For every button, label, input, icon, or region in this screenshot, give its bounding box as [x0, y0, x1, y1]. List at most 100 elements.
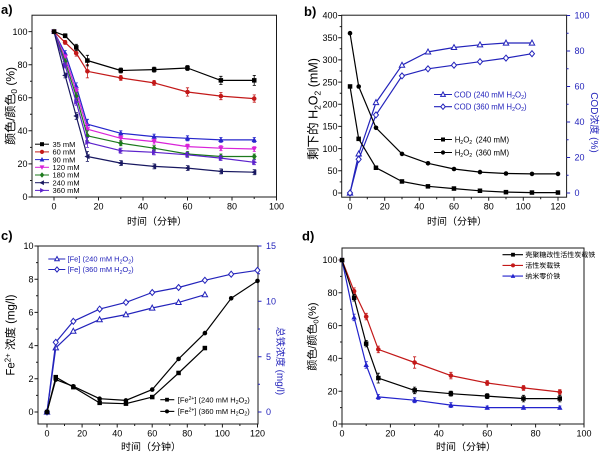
svg-text:2: 2 [521, 107, 524, 113]
svg-text:100: 100 [12, 27, 27, 37]
svg-text:O: O [122, 265, 128, 274]
svg-text:40: 40 [327, 354, 337, 364]
svg-text:[Fe: [Fe [178, 395, 189, 404]
svg-text:350: 350 [322, 33, 337, 43]
svg-text:): ) [247, 407, 250, 416]
svg-text:/: / [4, 117, 18, 121]
svg-text:0: 0 [22, 192, 27, 202]
svg-text:120: 120 [250, 429, 265, 439]
svg-text:80: 80 [327, 288, 337, 298]
svg-text:H: H [307, 110, 321, 123]
svg-text:0: 0 [311, 319, 320, 323]
svg-text:120 mM: 120 mM [53, 163, 80, 172]
svg-text:40: 40 [112, 429, 122, 439]
svg-text:O: O [515, 103, 521, 112]
svg-text:60: 60 [182, 202, 192, 212]
svg-text:100: 100 [322, 255, 337, 265]
svg-text:a): a) [1, 2, 13, 17]
svg-text:): ) [524, 90, 527, 99]
svg-text:O: O [463, 135, 469, 144]
svg-text:COD (360 mM H: COD (360 mM H [454, 103, 512, 112]
svg-text:0: 0 [28, 407, 33, 417]
svg-text:c): c) [1, 228, 13, 243]
svg-text:0: 0 [339, 429, 344, 439]
svg-text:80: 80 [531, 429, 541, 439]
svg-text:0: 0 [332, 188, 337, 198]
svg-text:2+: 2+ [189, 408, 195, 414]
svg-text:0: 0 [10, 89, 19, 94]
svg-text:O: O [463, 148, 469, 157]
svg-text:5: 5 [266, 352, 271, 362]
svg-text:2: 2 [236, 412, 239, 418]
svg-text:O: O [307, 95, 321, 105]
svg-text:60 mM: 60 mM [53, 148, 76, 157]
svg-text:8: 8 [28, 274, 33, 284]
svg-text:100: 100 [516, 202, 531, 212]
svg-text:40: 40 [138, 202, 148, 212]
svg-text:300: 300 [322, 55, 337, 65]
svg-text:2: 2 [460, 140, 463, 146]
svg-text:(mg/l): (mg/l) [274, 367, 285, 395]
svg-text:2: 2 [128, 270, 131, 276]
svg-text:360 mM: 360 mM [53, 186, 80, 195]
svg-text:20: 20 [93, 202, 103, 212]
svg-text:80: 80 [227, 202, 237, 212]
svg-text:100: 100 [269, 202, 284, 212]
svg-text:): ) [131, 255, 134, 264]
svg-text:): ) [131, 265, 134, 274]
svg-text:(240 mM): (240 mM) [474, 135, 510, 144]
svg-text:COD: COD [588, 92, 599, 114]
svg-text:(%): (%) [588, 134, 599, 152]
svg-text:15: 15 [266, 241, 276, 251]
svg-text:[Fe] (240 mM H: [Fe] (240 mM H [68, 255, 120, 264]
svg-text:10: 10 [23, 241, 33, 251]
svg-text:0: 0 [575, 188, 580, 198]
svg-text:2: 2 [312, 105, 322, 110]
svg-text:20: 20 [327, 386, 337, 396]
svg-text:80: 80 [182, 429, 192, 439]
svg-text:2: 2 [512, 107, 515, 113]
svg-text:Fe: Fe [6, 362, 18, 375]
svg-text:0: 0 [266, 407, 271, 417]
svg-text:40: 40 [414, 202, 424, 212]
svg-text:80: 80 [575, 46, 585, 56]
svg-text:H: H [455, 135, 461, 144]
svg-text:250: 250 [322, 77, 337, 87]
svg-text:(mg/l): (mg/l) [6, 294, 18, 327]
svg-text:2: 2 [521, 95, 524, 101]
svg-text:400: 400 [322, 11, 337, 21]
svg-text:] (360 mM H: ] (360 mM H [194, 407, 235, 416]
svg-text:120: 120 [550, 202, 565, 212]
svg-text:2+: 2+ [4, 353, 13, 362]
svg-text:50: 50 [327, 166, 337, 176]
svg-text:20: 20 [77, 429, 87, 439]
svg-text:(mM): (mM) [307, 58, 321, 91]
svg-text:20: 20 [17, 159, 27, 169]
svg-text:0: 0 [44, 429, 49, 439]
svg-text:O: O [122, 255, 128, 264]
svg-text:60: 60 [147, 429, 157, 439]
svg-text:80: 80 [17, 60, 27, 70]
svg-text:2: 2 [469, 140, 472, 146]
svg-text:(%): (%) [4, 67, 18, 89]
svg-text:60: 60 [449, 202, 459, 212]
svg-text:d): d) [302, 229, 314, 244]
svg-text:0: 0 [347, 202, 352, 212]
svg-text:2: 2 [460, 153, 463, 159]
svg-text:20: 20 [385, 429, 395, 439]
svg-text:(360 mM): (360 mM) [474, 148, 510, 157]
svg-text:40: 40 [17, 126, 27, 136]
svg-text:H: H [455, 148, 461, 157]
svg-text:60: 60 [482, 429, 492, 439]
svg-text:180 mM: 180 mM [53, 171, 80, 180]
svg-text:35 mM: 35 mM [53, 140, 76, 149]
svg-text:2: 2 [120, 270, 123, 276]
svg-text:100: 100 [215, 429, 230, 439]
svg-text:0: 0 [51, 202, 56, 212]
svg-text:(%): (%) [307, 302, 319, 319]
svg-text:6: 6 [28, 308, 33, 318]
svg-text:80: 80 [484, 202, 494, 212]
svg-text:O: O [515, 90, 521, 99]
svg-text:COD (240 mM H: COD (240 mM H [454, 90, 512, 99]
svg-text:[Fe: [Fe [178, 407, 189, 416]
